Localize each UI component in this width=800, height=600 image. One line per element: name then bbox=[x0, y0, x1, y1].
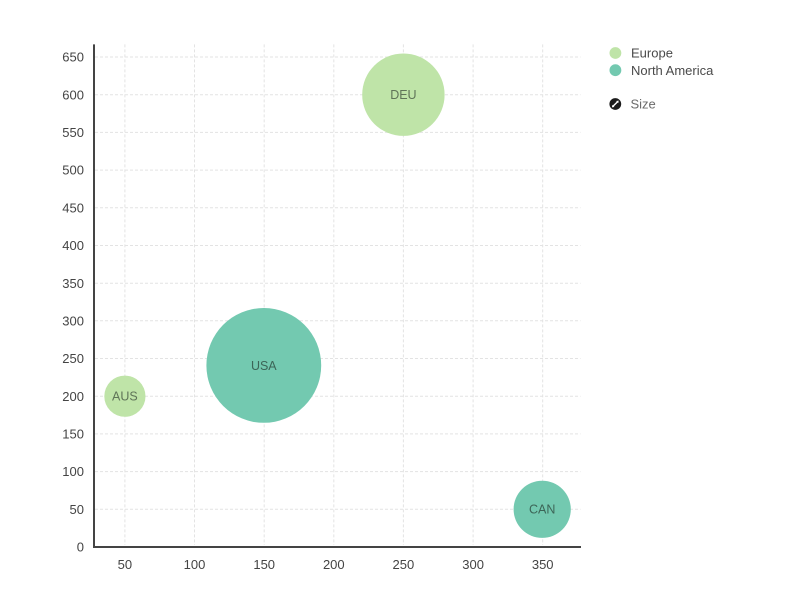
svg-text:250: 250 bbox=[62, 351, 84, 366]
svg-text:USA: USA bbox=[251, 359, 277, 373]
svg-text:50: 50 bbox=[70, 502, 84, 517]
svg-text:300: 300 bbox=[62, 313, 84, 328]
svg-text:150: 150 bbox=[62, 427, 84, 442]
svg-text:DEU: DEU bbox=[390, 88, 416, 102]
svg-text:AUS: AUS bbox=[112, 390, 138, 404]
svg-text:150: 150 bbox=[253, 557, 275, 572]
svg-text:200: 200 bbox=[62, 389, 84, 404]
svg-text:Size: Size bbox=[631, 97, 656, 112]
svg-text:50: 50 bbox=[118, 557, 132, 572]
svg-text:400: 400 bbox=[62, 238, 84, 253]
svg-text:0: 0 bbox=[77, 540, 84, 555]
svg-text:350: 350 bbox=[62, 276, 84, 291]
svg-text:100: 100 bbox=[184, 557, 206, 572]
svg-text:CAN: CAN bbox=[529, 503, 555, 517]
svg-text:600: 600 bbox=[62, 87, 84, 102]
svg-text:North America: North America bbox=[631, 63, 714, 78]
svg-text:250: 250 bbox=[393, 557, 415, 572]
svg-text:200: 200 bbox=[323, 557, 345, 572]
svg-text:350: 350 bbox=[532, 557, 554, 572]
svg-text:550: 550 bbox=[62, 125, 84, 140]
svg-text:650: 650 bbox=[62, 50, 84, 65]
svg-text:450: 450 bbox=[62, 200, 84, 215]
svg-text:Europe: Europe bbox=[631, 46, 673, 61]
svg-text:100: 100 bbox=[62, 464, 84, 479]
svg-text:300: 300 bbox=[462, 557, 484, 572]
svg-text:500: 500 bbox=[62, 163, 84, 178]
